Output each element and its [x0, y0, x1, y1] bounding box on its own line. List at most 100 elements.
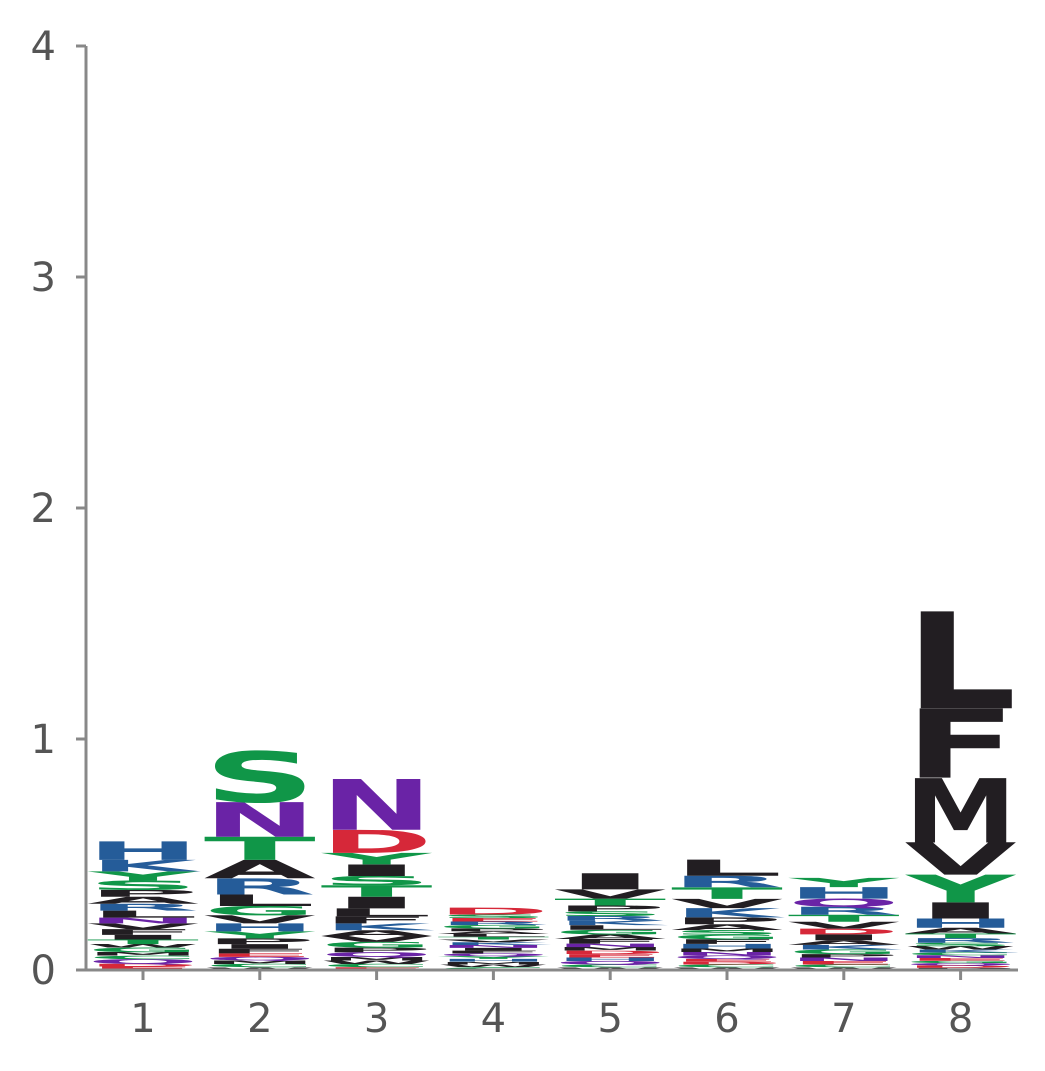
- logo-letter: T: [905, 932, 1017, 939]
- y-tick-label: 0: [31, 948, 56, 994]
- logo-letter: R: [671, 873, 783, 891]
- logo-letter: S: [905, 942, 1017, 948]
- logo-letter: V: [905, 834, 1017, 885]
- logo-letter: Q: [204, 956, 316, 962]
- y-tick-label: 3: [31, 255, 56, 301]
- logo-letter: A: [204, 855, 316, 884]
- logo-letter: D: [671, 961, 783, 965]
- logo-letter: Q: [788, 897, 900, 910]
- logo-letter: G: [905, 960, 1017, 964]
- logo-letter: M: [87, 951, 199, 957]
- logo-letter: D: [87, 963, 199, 967]
- x-tick-label: 4: [481, 996, 506, 1042]
- logo-letter: D: [321, 824, 433, 861]
- logo-letter: E: [905, 957, 1017, 961]
- logo-letter: S: [671, 929, 783, 936]
- logo-letter: P: [437, 928, 549, 932]
- logo-letter: S: [554, 910, 666, 917]
- logo-letter: V: [321, 935, 433, 944]
- logo-letter: W: [788, 966, 900, 970]
- logo-letter: M: [554, 946, 666, 952]
- logo-letter: F: [671, 938, 783, 945]
- logo-letter: I: [204, 943, 316, 950]
- logo-letter: Q: [321, 951, 433, 958]
- logo-letter: W: [905, 945, 1017, 951]
- x-tick-label: 5: [597, 996, 622, 1042]
- logo-letter: L: [905, 585, 1017, 740]
- logo-letter: N: [788, 957, 900, 963]
- logo-letter: Y: [904, 867, 1016, 911]
- logo-letter: C: [788, 964, 900, 968]
- logo-letter: E: [204, 952, 316, 958]
- logo-letter: M: [321, 956, 433, 962]
- y-tick-label: 1: [31, 717, 56, 763]
- x-axis: 1 2 3 4 5 6 7 8: [86, 968, 1018, 1042]
- logo-letter: Q: [905, 962, 1017, 966]
- logo-letter: P: [554, 904, 666, 913]
- logo-letter: K: [440, 942, 552, 946]
- logo-letter: F: [905, 690, 1017, 801]
- logo-letter: Y: [86, 869, 199, 884]
- logo-letter: L: [671, 855, 783, 881]
- logo-letter: R: [87, 902, 199, 913]
- logo-letter: K: [790, 944, 902, 951]
- logo-stack-position-2: WCMQEFIPYHVGLRATNS: [203, 738, 316, 970]
- letter-stacks: EDQCMGWTIFVNLRAPSYKHWCMQEFIPYHVGLRATNSEC…: [86, 585, 1019, 972]
- logo-letter: W: [204, 966, 316, 970]
- logo-letter: F: [321, 915, 433, 926]
- logo-letter: L: [204, 891, 316, 909]
- logo-letter: R: [554, 915, 666, 922]
- logo-letter: K: [907, 949, 1019, 953]
- logo-letter: V: [671, 897, 783, 912]
- logo-letter: Q: [437, 953, 549, 957]
- logo-letter: Y: [437, 955, 550, 959]
- logo-letter: A: [671, 923, 783, 932]
- logo-letter: V: [788, 920, 900, 931]
- logo-letter: W: [321, 959, 433, 965]
- logo-stack-position-4: CWMHYQFINKVTLAPGRESD: [437, 906, 552, 971]
- logo-letter: G: [554, 929, 666, 936]
- logo-letter: R: [905, 937, 1017, 944]
- logo-letter: I: [788, 933, 900, 942]
- logo-letter: C: [437, 967, 549, 971]
- logo-letter: N: [671, 951, 783, 957]
- logo-letter: H: [554, 957, 666, 963]
- logo-letter: T: [321, 882, 433, 900]
- logo-letter: E: [87, 966, 199, 972]
- logo-letter: M: [671, 948, 783, 954]
- logo-letter: Q: [87, 958, 199, 965]
- logo-stack-position-6: WCDEQNMHFGSAPKVTRL: [671, 855, 786, 970]
- logo-letter: D: [554, 950, 666, 956]
- logo-letter: Y: [787, 875, 900, 890]
- logo-letter: F: [437, 950, 549, 954]
- logo-letter: E: [437, 917, 549, 923]
- logo-letter: A: [87, 895, 199, 906]
- logo-stack-position-8: PDQGENCKWSRTAHIYVMFL: [904, 585, 1019, 970]
- logo-stack-position-5: WCQHEDMNFAGLKRSPTVI: [554, 869, 668, 970]
- logo-letter: H: [204, 921, 316, 934]
- logo-letter: Y: [320, 850, 433, 868]
- logo-letter: L: [437, 933, 549, 937]
- x-tick-label: 3: [364, 996, 389, 1042]
- logo-letter: T: [554, 897, 666, 908]
- logo-letter: R: [788, 905, 900, 918]
- logo-letter: N: [437, 944, 549, 948]
- logo-letter: L: [87, 909, 199, 920]
- logo-letter: F: [87, 928, 199, 937]
- logo-letter: G: [671, 933, 783, 940]
- logo-stack-position-3: ECWMQPGVAKFLITSIYDN: [320, 766, 435, 970]
- x-tick-label: 1: [130, 996, 155, 1042]
- logo-letter: T: [671, 884, 783, 902]
- logo-stack-position-7: WCENPGKAIDVTRQHY: [787, 875, 902, 970]
- logo-letter: A: [437, 930, 549, 934]
- logo-letter: G: [788, 948, 900, 955]
- logo-letter: Y: [203, 930, 316, 941]
- logo-letter: F: [204, 948, 316, 955]
- logo-letter: K: [89, 857, 201, 875]
- logo-letter: G: [204, 903, 316, 918]
- logo-letter: K: [673, 906, 786, 921]
- logo-letter: F: [554, 938, 666, 945]
- logo-letter: K: [323, 922, 434, 933]
- x-tick-label: 6: [714, 996, 739, 1042]
